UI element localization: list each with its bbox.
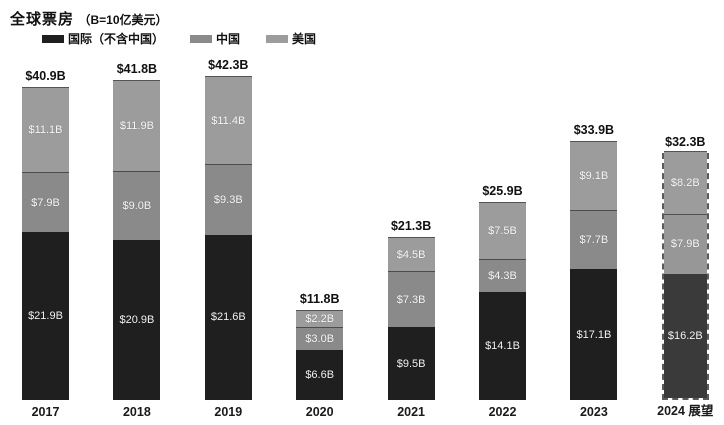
segment-value-label: $7.9B — [31, 196, 60, 209]
segment-2023-series-0: $17.1B — [570, 269, 618, 400]
segment-value-label: $8.2B — [670, 176, 700, 189]
segment-value-label: $7.7B — [579, 234, 609, 247]
total-label-2022: $25.9B — [482, 183, 523, 198]
segment-2018-series-0: $20.9B — [113, 240, 161, 400]
segment-value-label: $16.2B — [667, 330, 703, 343]
legend-item-1: 中国 — [190, 30, 240, 47]
legend-swatch-icon — [266, 34, 289, 43]
segment-value-label: $9.0B — [122, 200, 152, 213]
bar-2023: $17.1B $7.7B $9.1B — [570, 140, 618, 400]
chart-unit-note: （B=10亿美元） — [78, 13, 168, 27]
segment-2021-series-2: $4.5B — [387, 237, 435, 272]
segment-value-label: $4.3B — [488, 270, 517, 283]
segment-2019-series-2: $11.4B — [204, 76, 252, 164]
chart-legend: 国际（不含中国） 中国 美国 — [42, 30, 316, 47]
segment-2017-series-0: $21.9B — [22, 232, 69, 400]
segment-value-label: $9.3B — [213, 193, 243, 206]
segment-value-label: $9.5B — [396, 357, 426, 370]
total-label-2024-展望: $32.3B — [665, 134, 706, 149]
segment-2020-series-2: $2.2B — [296, 309, 344, 327]
segment-value-label: $11.4B — [211, 114, 246, 127]
legend-label: 美国 — [292, 32, 317, 46]
bar-2020: $6.6B $3.0B $2.2B — [296, 309, 344, 400]
bar-2017: $21.9B $7.9B $11.1B — [22, 87, 69, 400]
segment-value-label: $14.1B — [485, 340, 520, 353]
segment-2019-series-1: $9.3B — [204, 163, 252, 235]
segment-2019-series-0: $21.6B — [204, 234, 252, 400]
segment-2022-series-1: $4.3B — [479, 259, 526, 293]
segment-value-label: $7.5B — [488, 225, 517, 238]
axis-label-2024-展望: 2024 展望 — [657, 404, 714, 418]
bar-2024-展望: $16.2B $7.9B $8.2B — [661, 150, 709, 400]
segment-value-label: $21.6B — [210, 311, 246, 324]
axis-label-2019: 2019 — [214, 405, 243, 419]
segment-2020-series-1: $3.0B — [296, 326, 344, 350]
segment-2023-series-1: $7.7B — [570, 210, 618, 270]
legend-label: 中国 — [216, 32, 241, 46]
total-label-2019: $42.3B — [208, 58, 249, 73]
segment-2018-series-1: $9.0B — [113, 171, 161, 241]
segment-value-label: $6.6B — [305, 368, 335, 381]
segment-value-label: $7.3B — [396, 293, 426, 306]
bar-2018: $20.9B $9.0B $11.9B — [113, 80, 161, 400]
legend-swatch-icon — [42, 34, 64, 43]
segment-value-label: $3.0B — [305, 332, 335, 345]
segment-2020-series-0: $6.6B — [296, 349, 344, 400]
total-label-2023: $33.9B — [573, 122, 615, 137]
segment-2022-series-0: $14.1B — [479, 292, 526, 400]
segment-2024-展望-series-0: $16.2B — [663, 274, 707, 398]
chart-header: 全球票房 （B=10亿美元） — [10, 8, 168, 29]
segment-value-label: $4.5B — [396, 248, 426, 261]
axis-label-2022: 2022 — [488, 405, 517, 419]
total-label-2017: $40.9B — [25, 69, 66, 84]
axis-label-2020: 2020 — [305, 405, 334, 419]
legend-item-0: 国际（不含中国） — [42, 30, 164, 47]
axis-label-2023: 2023 — [579, 405, 608, 419]
segment-2021-series-1: $7.3B — [387, 271, 435, 328]
segment-2017-series-1: $7.9B — [22, 172, 69, 233]
segment-value-label: $21.9B — [28, 310, 63, 323]
legend-item-2: 美国 — [266, 30, 316, 47]
segment-2018-series-2: $11.9B — [113, 80, 161, 172]
bar-2019: $21.6B $9.3B $11.4B — [204, 76, 252, 400]
segment-2017-series-2: $11.1B — [22, 87, 69, 173]
bar-2022: $14.1B $4.3B $7.5B — [479, 201, 526, 400]
legend-swatch-icon — [190, 34, 213, 43]
axis-label-2021: 2021 — [397, 405, 425, 419]
segment-2024-展望-series-2: $8.2B — [663, 150, 707, 214]
legend-label: 国际（不含中国） — [68, 32, 165, 46]
segment-value-label: $9.1B — [579, 169, 609, 182]
segment-value-label: $7.9B — [670, 238, 700, 251]
segment-2023-series-2: $9.1B — [570, 140, 618, 211]
segment-2024-展望-series-1: $7.9B — [663, 213, 707, 275]
segment-value-label: $11.1B — [28, 124, 63, 137]
segment-2022-series-2: $7.5B — [479, 201, 526, 260]
page-title: 全球票房 — [10, 11, 75, 28]
segment-value-label: $17.1B — [576, 328, 612, 341]
axis-label-2018: 2018 — [122, 405, 151, 419]
segment-value-label: $2.2B — [305, 312, 335, 325]
total-label-2021: $21.3B — [390, 219, 432, 234]
bar-2021: $9.5B $7.3B $4.5B — [387, 237, 435, 400]
segment-value-label: $11.9B — [119, 120, 154, 133]
axis-label-2017: 2017 — [31, 405, 60, 419]
segment-value-label: $20.9B — [119, 314, 155, 327]
total-label-2018: $41.8B — [116, 62, 158, 77]
total-label-2020: $11.8B — [299, 291, 340, 306]
segment-2021-series-0: $9.5B — [387, 327, 435, 400]
